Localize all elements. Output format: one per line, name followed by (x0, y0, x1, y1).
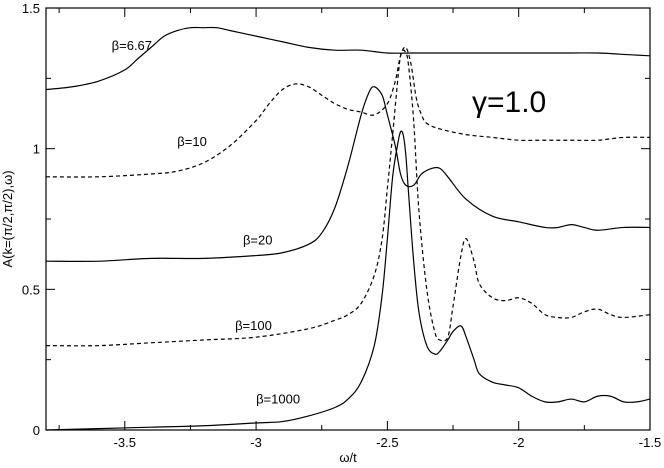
x-tick-label: -3.5 (114, 435, 136, 450)
series-label: β=1000 (256, 391, 300, 406)
series-label: β=10 (177, 134, 207, 149)
series-lines (45, 26, 651, 431)
x-axis-title: ω/t (339, 450, 357, 465)
axis-ticks (46, 7, 651, 431)
y-tick-label: 1 (33, 142, 40, 157)
series-line (45, 130, 651, 431)
series-label: β=6.67 (112, 38, 152, 53)
series-line (45, 26, 651, 91)
series-label: β=100 (235, 318, 272, 333)
y-tick-label: 0.5 (22, 282, 40, 297)
x-tick-label: -3 (250, 435, 262, 450)
tick-labels: -3.5 -3 -2.5 -2 -1.5 0 0.5 1 1.5 (22, 1, 661, 450)
plot-frame (45, 7, 651, 431)
y-axis-title: A(k=(π/2,π/2),ω) (0, 170, 15, 267)
x-tick-label: -1.5 (639, 435, 661, 450)
y-tick-label: 1.5 (22, 1, 40, 16)
series-label: β=20 (243, 232, 273, 247)
series-line (45, 86, 651, 263)
y-tick-label: 0 (33, 423, 40, 438)
series-labels: β=6.67 β=10 β=20 β=100 β=1000 (112, 38, 300, 406)
series-line (45, 49, 651, 347)
gamma-annotation: γ=1.0 (472, 86, 546, 119)
x-tick-label: -2 (513, 435, 525, 450)
x-tick-label: -2.5 (376, 435, 398, 450)
series-line (45, 46, 651, 178)
